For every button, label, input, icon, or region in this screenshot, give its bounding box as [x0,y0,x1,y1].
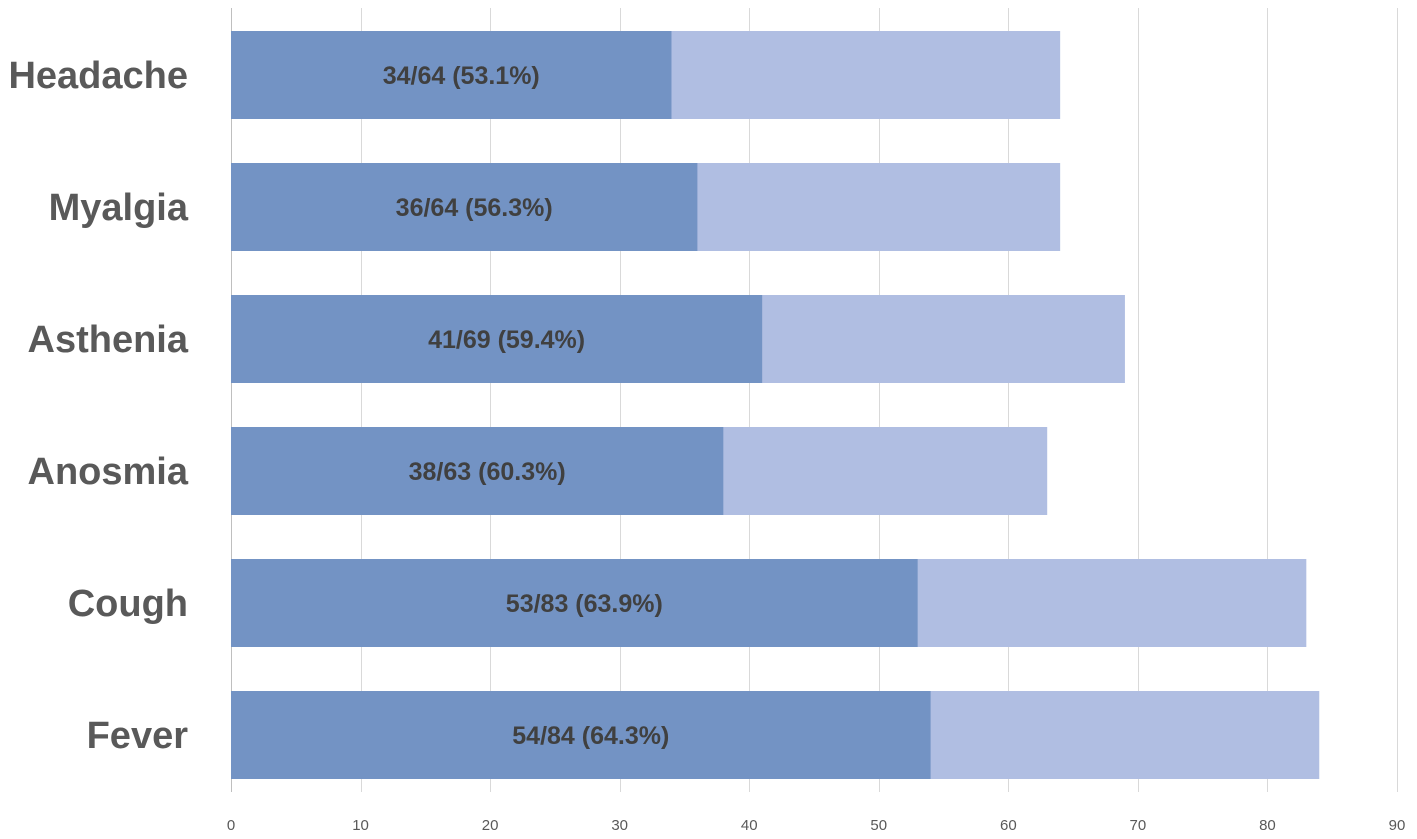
x-tick-label: 40 [741,817,758,834]
x-tick-label: 50 [870,817,887,834]
x-tick-label: 10 [352,817,369,834]
x-tick-label: 80 [1259,817,1276,834]
positive-bar-fever [231,691,931,779]
data-labels: 34/64 (53.1%) 36/64 (56.3%) 41/69 (59.4%) 3… [383,62,670,750]
x-tick-label: 60 [1000,817,1017,834]
data-label-headache: 34/64 (53.1%) [383,62,540,90]
bars [231,31,1320,779]
category-label-headache: Headache [8,55,188,97]
category-label-anosmia: Anosmia [28,451,189,493]
data-label-myalgia: 36/64 (56.3%) [396,194,553,222]
x-tick-label: 0 [227,817,235,834]
x-axis-ticks: 0 10 20 30 40 50 60 70 80 90 [227,817,1406,834]
positive-bar-headache [231,31,672,119]
data-label-cough: 53/83 (63.9%) [506,590,663,618]
x-tick-label: 70 [1130,817,1147,834]
x-tick-label: 90 [1389,817,1406,834]
x-tick-label: 30 [611,817,628,834]
positive-bar-asthenia [231,295,763,383]
x-tick-label: 20 [482,817,499,834]
category-label-fever: Fever [87,715,189,757]
category-labels: Headache Myalgia Asthenia Anosmia Cough Fever [8,55,188,757]
category-label-asthenia: Asthenia [28,319,189,361]
data-label-fever: 54/84 (64.3%) [512,722,669,750]
category-label-cough: Cough [68,583,188,625]
positive-bar-anosmia [231,427,724,515]
positive-bar-cough [231,559,918,647]
category-label-myalgia: Myalgia [49,187,189,229]
positive-bar-myalgia [231,163,698,251]
grid-lines [231,8,1398,792]
data-label-anosmia: 38/63 (60.3%) [409,458,566,486]
data-label-asthenia: 41/69 (59.4%) [428,326,585,354]
